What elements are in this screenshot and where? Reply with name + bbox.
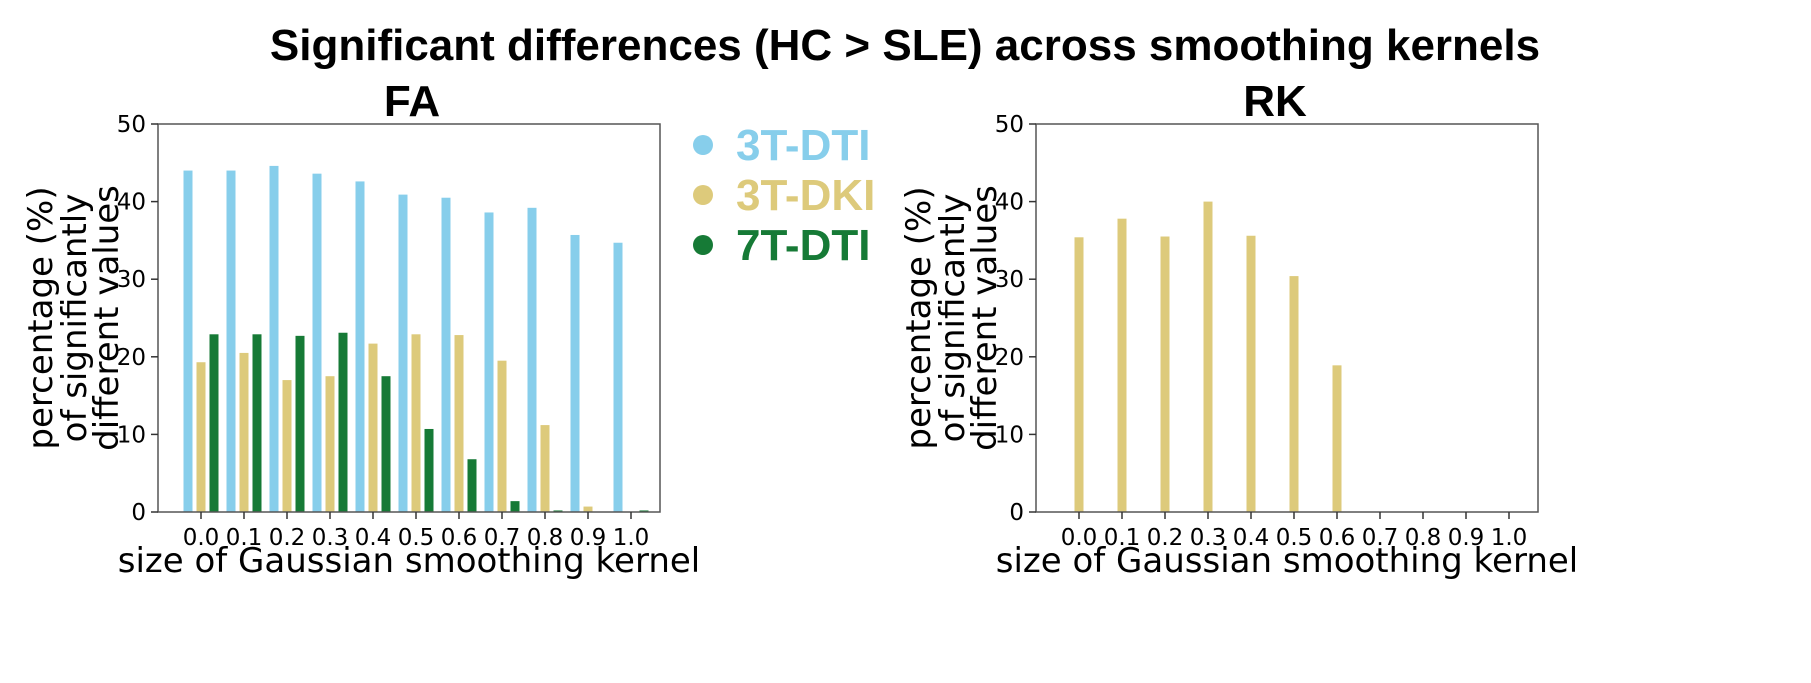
fa-ylabel-line: of significantly [55, 194, 95, 443]
fa-bar-7t-dti-0.4 [381, 376, 391, 512]
rk-xtick-label: 0.1 [1104, 525, 1141, 551]
fa-bar-7t-dti-0.6 [467, 459, 477, 512]
legend-label-3t-dti: 3T-DTI [736, 121, 870, 170]
fa-bar-3t-dti-0.6 [441, 197, 451, 512]
fa-ytick-label: 20 [117, 345, 146, 371]
rk-ylabel-line: of significantly [933, 194, 973, 443]
fa-bar-3t-dti-0.1 [226, 170, 236, 512]
fa-xtick-label: 0.9 [570, 525, 607, 551]
fa-xlabel: size of Gaussian smoothing kernel [118, 541, 701, 581]
fa-bar-3t-dti-0.4 [355, 181, 365, 512]
fa-bar-3t-dti-0.8 [527, 207, 537, 513]
rk-xtick-label: 0.8 [1405, 525, 1442, 551]
fa-bar-3t-dti-0.2 [269, 165, 279, 513]
fa-ytick-label: 50 [117, 112, 146, 138]
legend-marker-3t-dti [693, 135, 713, 155]
rk-ytick-label: 20 [995, 345, 1024, 371]
figure-title: Significant differences (HC > SLE) acros… [270, 21, 1540, 70]
fa-title: FA [384, 77, 440, 126]
fa-axes-frame [157, 123, 661, 513]
rk-title: RK [1243, 77, 1307, 126]
rk-xtick-label: 1.0 [1491, 525, 1528, 551]
fa-bar-3t-dti-1.0 [613, 242, 623, 512]
fa-bar-7t-dti-1.0 [639, 510, 649, 512]
fa-bar-3t-dki-0.8 [540, 425, 550, 512]
fa-bar-3t-dki-0.1 [239, 352, 249, 512]
rk-xtick-label: 0.2 [1147, 525, 1184, 551]
legend-label-3t-dki: 3T-DKI [736, 171, 875, 220]
fa-bar-7t-dti-0.8 [553, 510, 563, 512]
rk-ylabel-line: different values [965, 185, 1005, 451]
rk-bar-3t-dki-0.3 [1203, 201, 1213, 512]
rk-bar-3t-dki-0.1 [1117, 218, 1127, 512]
fa-bar-3t-dki-0.2 [282, 380, 292, 512]
fa-xtick-label: 0.0 [183, 525, 220, 551]
fa-ytick-label: 10 [117, 422, 146, 448]
fa-xtick-label: 0.4 [355, 525, 392, 551]
fa-ylabel-line: different values [87, 185, 127, 451]
fa-bar-3t-dki-0.9 [583, 506, 593, 512]
fa-bar-3t-dti-0.3 [312, 173, 322, 512]
fa-xtick-label: 0.5 [398, 525, 435, 551]
rk-ytick-label: 50 [995, 112, 1024, 138]
fa-bar-7t-dti-0.3 [338, 332, 348, 512]
rk-bar-3t-dki-0.5 [1289, 276, 1299, 512]
fa-xtick-label: 0.1 [226, 525, 263, 551]
rk-xlabel: size of Gaussian smoothing kernel [996, 541, 1579, 581]
rk-bar-3t-dki-0.6 [1332, 365, 1342, 512]
fa-ytick-label: 40 [117, 190, 146, 216]
fa-xtick-label: 0.6 [441, 525, 478, 551]
rk-ytick-label: 0 [1009, 500, 1024, 526]
rk-xtick-label: 0.9 [1448, 525, 1485, 551]
rk-xtick-label: 0.3 [1190, 525, 1227, 551]
fa-bar-3t-dki-0.0 [196, 362, 206, 512]
rk-bar-3t-dki-0.4 [1246, 235, 1256, 512]
rk-bar-3t-dki-0.2 [1160, 236, 1170, 512]
fa-ytick-label: 30 [117, 267, 146, 293]
legend-label-7t-dti: 7T-DTI [736, 221, 870, 270]
rk-axes-frame [1035, 123, 1539, 513]
rk-ytick-label: 40 [995, 190, 1024, 216]
rk-xtick-label: 0.7 [1362, 525, 1399, 551]
rk-ylabel-line: percentage (%) [899, 186, 939, 449]
fa-bar-3t-dki-0.5 [411, 334, 421, 512]
legend-marker-7t-dti [693, 235, 713, 255]
fa-bar-3t-dki-0.7 [497, 360, 507, 512]
rk-xtick-label: 0.4 [1233, 525, 1270, 551]
rk-ytick-label: 10 [995, 422, 1024, 448]
fa-xtick-label: 1.0 [613, 525, 650, 551]
fa-bar-3t-dti-0.7 [484, 212, 494, 513]
fa-xtick-label: 0.3 [312, 525, 349, 551]
fa-ylabel-line: percentage (%) [21, 186, 61, 449]
rk-panel: RK 0 10 20 30 40 50 0.0 0.1 0.2 0.3 0.4 0.5 0.6 0.7 0.8… [899, 77, 1578, 581]
rk-xtick-label: 0.5 [1276, 525, 1313, 551]
fa-bar-7t-dti-0.0 [209, 334, 219, 512]
rk-xtick-label: 0.0 [1061, 525, 1098, 551]
fa-bar-3t-dki-0.4 [368, 343, 378, 512]
fa-xtick-label: 0.7 [484, 525, 521, 551]
fa-bar-7t-dti-0.1 [252, 334, 262, 512]
rk-ytick-label: 30 [995, 267, 1024, 293]
fa-panel: FA 0 10 20 30 40 50 0.0 0.1 0.2 0.3 0.4 0.5 0.6 0.7 0.8… [21, 77, 700, 581]
fa-bar-7t-dti-0.5 [424, 428, 434, 512]
fa-bar-7t-dti-0.7 [510, 501, 520, 512]
fa-bar-3t-dti-0.5 [398, 194, 408, 512]
legend-marker-3t-dki [693, 185, 713, 205]
fa-bar-3t-dki-0.6 [454, 335, 464, 512]
fa-bar-7t-dti-0.2 [295, 335, 305, 512]
fa-xtick-label: 0.8 [527, 525, 564, 551]
fa-bar-3t-dti-0.0 [183, 170, 193, 512]
fa-bar-3t-dki-0.3 [325, 376, 335, 512]
rk-xtick-label: 0.6 [1319, 525, 1356, 551]
fa-xtick-label: 0.2 [269, 525, 306, 551]
rk-bar-3t-dki-0.0 [1074, 237, 1084, 512]
fa-ytick-label: 0 [131, 500, 146, 526]
fa-bar-3t-dti-0.9 [570, 234, 580, 512]
